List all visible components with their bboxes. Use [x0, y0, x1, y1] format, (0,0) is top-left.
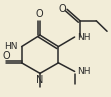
- Text: O: O: [58, 4, 66, 14]
- Text: NH: NH: [77, 32, 90, 42]
- Text: HN: HN: [4, 42, 17, 51]
- Text: N: N: [36, 75, 44, 85]
- Text: O: O: [3, 51, 10, 61]
- Text: NH: NH: [77, 67, 90, 76]
- Text: O: O: [35, 9, 43, 19]
